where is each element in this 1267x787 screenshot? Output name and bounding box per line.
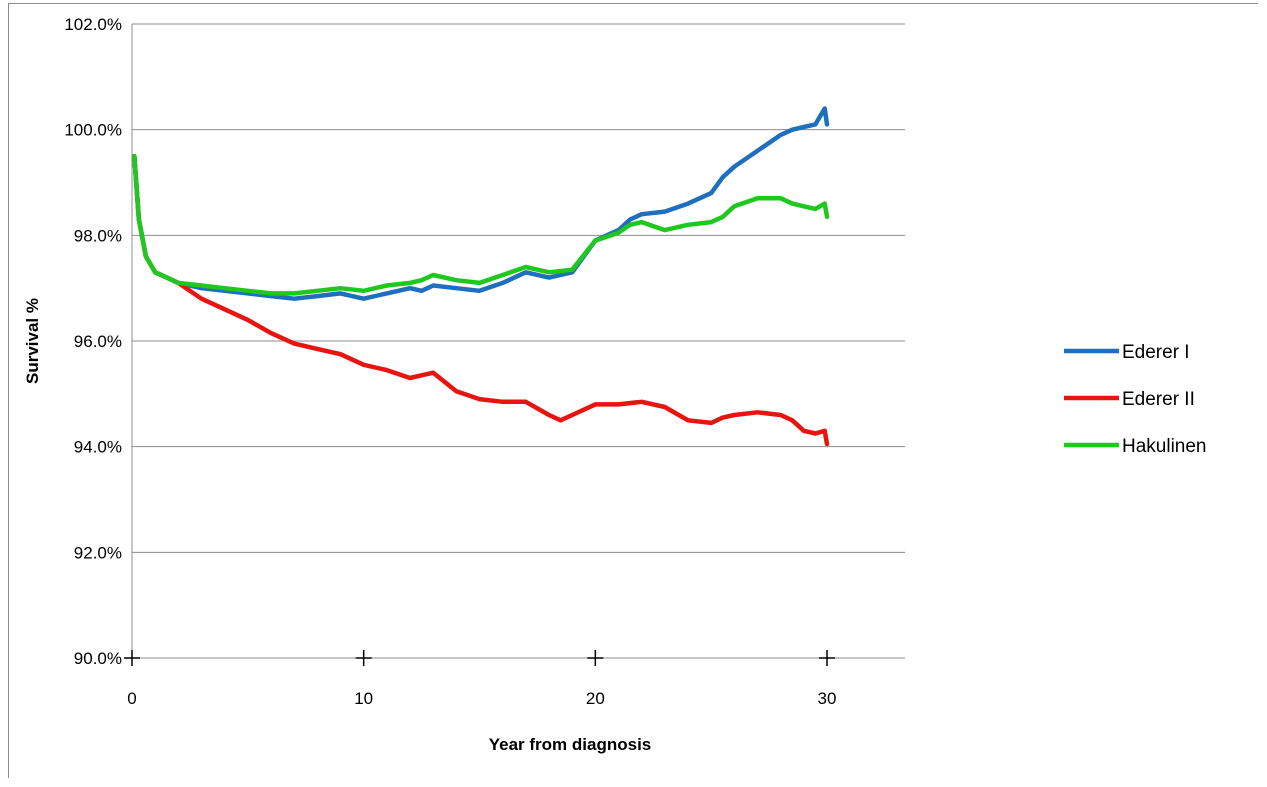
chart-area: [8, 3, 1258, 778]
y-tick-label: 100.0%: [64, 121, 122, 140]
y-tick-label: 96.0%: [74, 332, 122, 351]
x-axis: 0 10 20 30: [124, 650, 905, 708]
series-line-hakulinen: [132, 153, 830, 296]
series-line-ederer-i: [132, 106, 830, 301]
legend-label: Hakulinen: [1122, 436, 1207, 457]
x-tick-label: 20: [586, 689, 605, 708]
y-tick-label: 90.0%: [74, 649, 122, 668]
legend: Ederer I Ederer II Hakulinen: [1064, 342, 1207, 457]
grid-lines: [131, 23, 905, 658]
legend-label: Ederer II: [1122, 389, 1195, 410]
x-tick-label: 0: [127, 689, 136, 708]
legend-label: Ederer I: [1122, 342, 1190, 363]
y-axis-ticks: 90.0% 92.0% 94.0% 96.0% 98.0% 100.0% 102.0%: [64, 15, 122, 668]
y-tick-label: 98.0%: [74, 226, 122, 245]
x-tick-label: 10: [354, 689, 373, 708]
y-tick-label: 94.0%: [74, 438, 122, 457]
x-tick-label: 30: [818, 689, 837, 708]
y-tick-label: 92.0%: [74, 543, 122, 562]
series-layer: [132, 106, 830, 447]
y-tick-label: 102.0%: [64, 15, 122, 34]
x-axis-title: Year from diagnosis: [489, 735, 652, 754]
series-line-ederer-ii: [132, 153, 830, 447]
y-axis-title: Survival %: [23, 298, 42, 384]
